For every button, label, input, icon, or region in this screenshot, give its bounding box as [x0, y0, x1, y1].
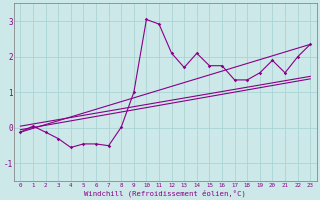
- X-axis label: Windchill (Refroidissement éolien,°C): Windchill (Refroidissement éolien,°C): [84, 189, 246, 197]
